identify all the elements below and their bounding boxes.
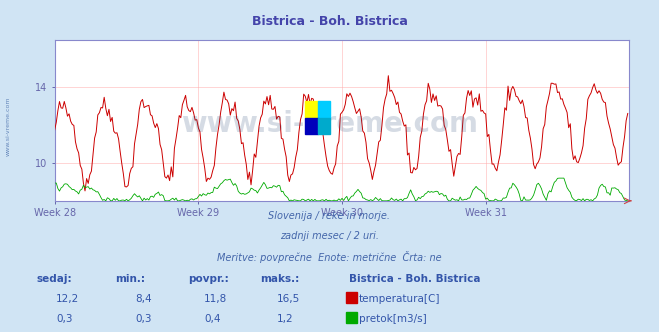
Text: 0,3: 0,3 — [56, 314, 72, 324]
Text: www.si-vreme.com: www.si-vreme.com — [181, 111, 478, 138]
Text: 8,4: 8,4 — [135, 294, 152, 304]
Text: 11,8: 11,8 — [204, 294, 227, 304]
Text: www.si-vreme.com: www.si-vreme.com — [5, 96, 11, 156]
Text: Meritve: povprečne  Enote: metrične  Črta: ne: Meritve: povprečne Enote: metrične Črta:… — [217, 251, 442, 263]
Text: Bistrica - Boh. Bistrica: Bistrica - Boh. Bistrica — [349, 274, 481, 284]
Text: 0,4: 0,4 — [204, 314, 221, 324]
Text: 12,2: 12,2 — [56, 294, 79, 304]
Text: 16,5: 16,5 — [277, 294, 300, 304]
Text: 1,2: 1,2 — [277, 314, 293, 324]
Text: povpr.:: povpr.: — [188, 274, 229, 284]
Text: Slovenija / reke in morje.: Slovenija / reke in morje. — [268, 211, 391, 221]
Text: 0,3: 0,3 — [135, 314, 152, 324]
Text: sedaj:: sedaj: — [36, 274, 72, 284]
Text: min.:: min.: — [115, 274, 146, 284]
Text: pretok[m3/s]: pretok[m3/s] — [359, 314, 427, 324]
Text: maks.:: maks.: — [260, 274, 300, 284]
Text: temperatura[C]: temperatura[C] — [359, 294, 441, 304]
Text: zadnji mesec / 2 uri.: zadnji mesec / 2 uri. — [280, 231, 379, 241]
Text: Bistrica - Boh. Bistrica: Bistrica - Boh. Bistrica — [252, 15, 407, 28]
